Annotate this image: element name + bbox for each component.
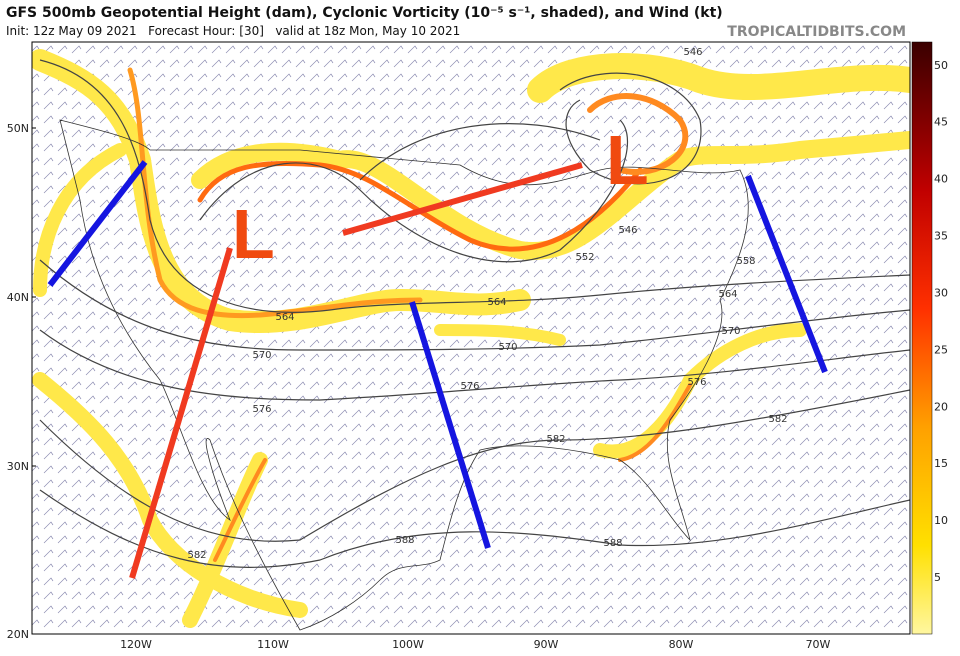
contour-labels: 546 546 552 558 564 564 564 570 570 570 576 576 576 5… [187, 47, 787, 561]
colorbar-label: 50 [934, 59, 948, 72]
contour-label: 546 [618, 225, 637, 236]
contour-label: 570 [721, 326, 740, 337]
low-label: L [606, 121, 649, 199]
low-label: L [232, 195, 275, 273]
contour-label: 582 [187, 550, 206, 561]
contour-label: 564 [718, 289, 737, 300]
coastline [59, 119, 749, 631]
longitude-label: 110W [257, 638, 289, 651]
contour-label: 588 [395, 535, 414, 546]
contour-label: 564 [275, 312, 294, 323]
longitude-label: 100W [392, 638, 424, 651]
longitude-label: 90W [534, 638, 559, 651]
colorbar-label: 20 [934, 400, 948, 413]
map-frame [31, 41, 911, 635]
contour-label: 552 [575, 252, 594, 263]
latitude-label: 50N [7, 122, 29, 135]
colorbar-label: 35 [934, 230, 948, 243]
contour-label: 582 [546, 434, 565, 445]
contour-label: 576 [252, 404, 271, 415]
colorbar-label: 15 [934, 457, 948, 470]
contour-label: 564 [487, 297, 506, 308]
brand: TROPICALTIDBITS.COM [727, 24, 906, 40]
colorbar-label: 45 [934, 116, 948, 129]
trough-lines [47, 160, 828, 579]
latitude-label: 40N [7, 291, 29, 304]
longitude-label: 80W [669, 638, 694, 651]
latitude-label: 20N [7, 628, 29, 641]
contour-label: 570 [498, 342, 517, 353]
contour-label: 570 [252, 350, 271, 361]
subtitle: Init: 12z May 09 2021 Forecast Hour: [30… [6, 24, 460, 38]
longitude-label: 70W [806, 638, 831, 651]
colorbar [911, 41, 933, 635]
latitude-label: 30N [7, 460, 29, 473]
colorbar-label: 5 [934, 571, 941, 584]
title: GFS 500mb Geopotential Height (dam), Cyc… [6, 5, 723, 21]
contour-label: 558 [736, 256, 755, 267]
contour-label: 582 [768, 414, 787, 425]
colorbar-label: 30 [934, 286, 948, 299]
colorbar-label: 40 [934, 173, 948, 186]
contour-label: 588 [603, 538, 622, 549]
contour-label: 546 [683, 47, 702, 58]
axes: 50N 40N 30N 20N 120W 110W 100W 90W 80W 70W 5 10 15 20… [7, 59, 948, 651]
colorbar-label: 25 [934, 343, 948, 356]
colorbar-label: 10 [934, 514, 948, 527]
map: L L 546 546 552 558 564 564 564 570 570 570 576 576… [32, 42, 910, 634]
height-contours [39, 59, 910, 568]
contour-label: 576 [460, 381, 479, 392]
contour-label: 576 [687, 377, 706, 388]
longitude-label: 120W [120, 638, 152, 651]
